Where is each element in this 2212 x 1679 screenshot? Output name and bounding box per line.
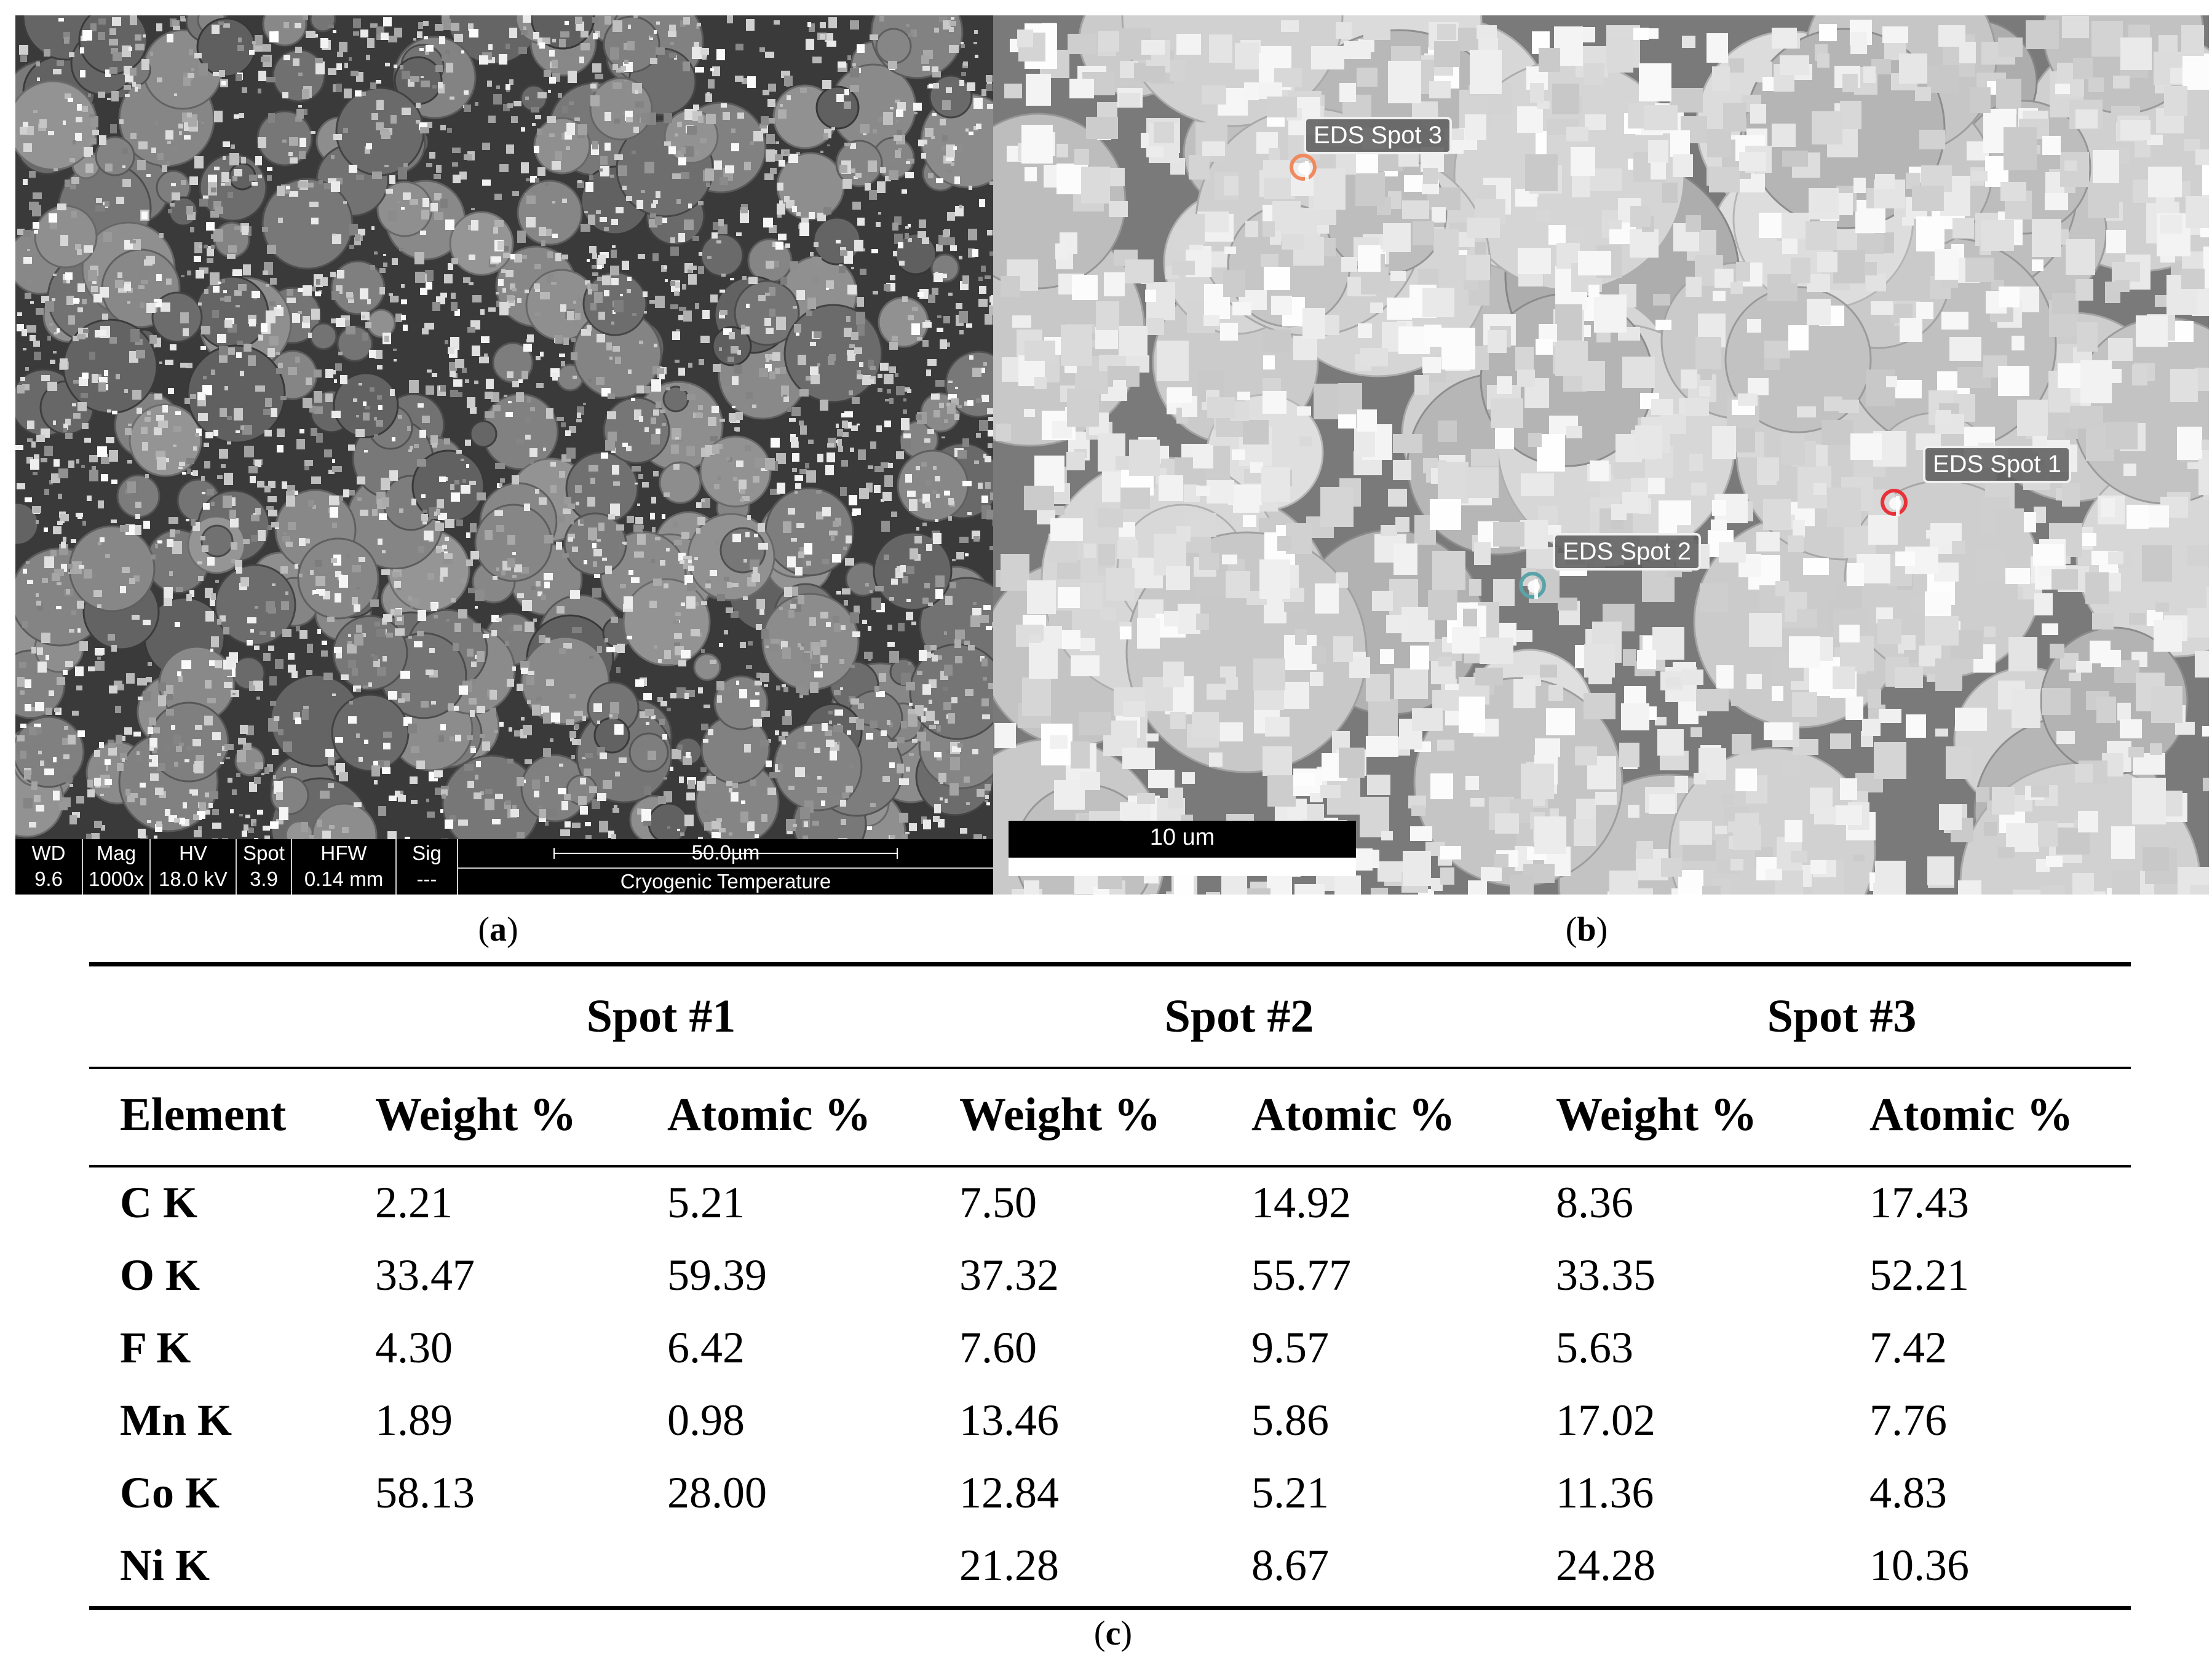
scale-bar (1009, 821, 1356, 858)
sem-field-label: HV (179, 842, 207, 864)
sem-field-hv: HV 18.0 kV (151, 839, 237, 895)
scale-bar-b: 10 um (1009, 821, 1356, 895)
table-cell-element: F K (120, 1323, 191, 1372)
scale-label: 50.0µm (691, 841, 760, 864)
table-cell-element: C K (120, 1178, 197, 1227)
table-cell-value: 14.92 (1251, 1178, 1351, 1227)
caption-letter: b (1577, 911, 1596, 949)
table-top-rule (89, 962, 2131, 966)
table-cell-value: 21.28 (959, 1541, 1059, 1590)
col-header-atomic-3: Atomic % (1869, 1089, 2074, 1140)
table-cell-value: 5.21 (1251, 1468, 1329, 1517)
table-cell-value: 2.21 (375, 1178, 453, 1227)
table-cell-value: 37.32 (959, 1250, 1059, 1300)
table-cell-element: Co K (120, 1468, 220, 1517)
table-cell-value: 13.46 (959, 1396, 1059, 1445)
table-cell-value: 8.36 (1556, 1178, 1633, 1227)
condition-label: Cryogenic Temperature (458, 867, 993, 895)
sem-image-overview: WD 9.6 mm Mag 1000x HV 18.0 kV Spot 3.9 … (15, 15, 993, 895)
sem-field-hfw: HFW 0.14 mm (292, 839, 397, 895)
col-header-atomic-2: Atomic % (1251, 1089, 1456, 1140)
table-cell-value: 59.39 (667, 1250, 767, 1300)
table-cell-value: 0.98 (667, 1396, 745, 1445)
table-cell-element: Ni K (120, 1541, 210, 1590)
col-header-weight-3: Weight % (1556, 1089, 1758, 1140)
table-cell-value: 17.43 (1869, 1178, 1969, 1227)
table-cell-element: Mn K (120, 1396, 232, 1445)
table-cell-value: 12.84 (959, 1468, 1059, 1517)
caption-letter: a (490, 911, 507, 949)
table-cell-value: 4.30 (375, 1323, 453, 1372)
col-header-element: Element (120, 1089, 287, 1140)
sem-info-bar: WD 9.6 mm Mag 1000x HV 18.0 kV Spot 3.9 … (15, 839, 993, 895)
table-cell-value: 28.00 (667, 1468, 767, 1517)
sem-field-wd: WD 9.6 mm (15, 839, 83, 895)
caption-b: (b) (1565, 911, 1608, 949)
table-cell-value: 9.57 (1251, 1323, 1329, 1372)
table-cell-value: 17.02 (1556, 1396, 1655, 1445)
col-header-atomic-1: Atomic % (667, 1089, 871, 1140)
eds-spot-2-crosshair-icon (1519, 572, 1546, 599)
scale-label: 10 um (1149, 824, 1215, 850)
table-cell-value: 11.36 (1556, 1468, 1654, 1517)
sem-field-label: Sig (412, 842, 442, 864)
table-cell-value: 33.47 (375, 1250, 475, 1300)
sem-field-mag: Mag 1000x (83, 839, 151, 895)
sem-field-value: 1000x (89, 867, 144, 890)
table-cell-value: 6.42 (667, 1323, 745, 1372)
sem-image-eds: EDS Spot 3 EDS Spot 1 EDS Spot 2 10 um (993, 15, 2209, 895)
spot-header-3: Spot #3 (1767, 990, 1917, 1042)
sem-field-label: Spot (243, 842, 285, 864)
table-cell-value: 1.89 (375, 1396, 453, 1445)
sem-field-sig: Sig --- (397, 839, 458, 895)
eds-spot-3-crosshair-icon (1290, 154, 1317, 181)
table-cell-value: 55.77 (1251, 1250, 1351, 1300)
table-cell-value: 8.67 (1251, 1541, 1329, 1590)
table-header-rule (89, 1165, 2131, 1167)
table-cell-value: 33.35 (1556, 1250, 1655, 1300)
col-header-weight-1: Weight % (375, 1089, 577, 1140)
sem-field-value: 3.9 (250, 867, 278, 890)
caption-a: (a) (478, 911, 518, 949)
spot-header-1: Spot #1 (586, 990, 736, 1042)
scale-line (553, 848, 898, 859)
eds-spot-2-label: EDS Spot 2 (1553, 533, 1702, 571)
table-cell-value: 7.50 (959, 1178, 1037, 1227)
table-cell-value: 7.76 (1869, 1396, 1947, 1445)
sem-field-value: 9.6 mm (32, 867, 66, 895)
table-cell-value: 10.36 (1869, 1541, 1969, 1590)
eds-spot-1-crosshair-icon (1881, 489, 1908, 516)
table-cell-value: 4.83 (1869, 1468, 1947, 1517)
table-cell-element: O K (120, 1250, 200, 1300)
sem-field-value: --- (416, 867, 437, 890)
sem-field-value: 18.0 kV (159, 867, 228, 890)
scale-bar-underlay (1009, 858, 1356, 876)
sem-field-label: HFW (320, 842, 367, 864)
sem-micrograph-b (993, 15, 2209, 895)
sem-field-label: Mag (96, 842, 137, 864)
table-cell-value: 5.86 (1251, 1396, 1329, 1445)
col-header-weight-2: Weight % (959, 1089, 1161, 1140)
sem-field-spot: Spot 3.9 (237, 839, 292, 895)
caption-letter: c (1105, 1614, 1121, 1653)
sem-field-label: WD (31, 842, 66, 864)
caption-c: (c) (1093, 1614, 1133, 1653)
table-cell-value: 58.13 (375, 1468, 475, 1517)
table-cell-value: 5.21 (667, 1178, 745, 1227)
table-cell-value: 24.28 (1556, 1541, 1655, 1590)
eds-spot-1-label: EDS Spot 1 (1923, 446, 2072, 483)
table-cell-value: 5.63 (1556, 1323, 1633, 1372)
sem-scale-bar: 50.0µm Cryogenic Temperature (458, 839, 993, 895)
table-cell-value: 7.42 (1869, 1323, 1947, 1372)
table-bottom-rule (89, 1606, 2131, 1610)
eds-spot-3-label: EDS Spot 3 (1304, 117, 1453, 154)
table-cell-value: 7.60 (959, 1323, 1037, 1372)
sem-field-value: 0.14 mm (304, 867, 384, 890)
sem-micrograph-a (15, 15, 993, 839)
spot-header-2: Spot #2 (1164, 990, 1314, 1042)
table-cell-value: 52.21 (1869, 1250, 1969, 1300)
table-mid-rule (89, 1067, 2131, 1069)
